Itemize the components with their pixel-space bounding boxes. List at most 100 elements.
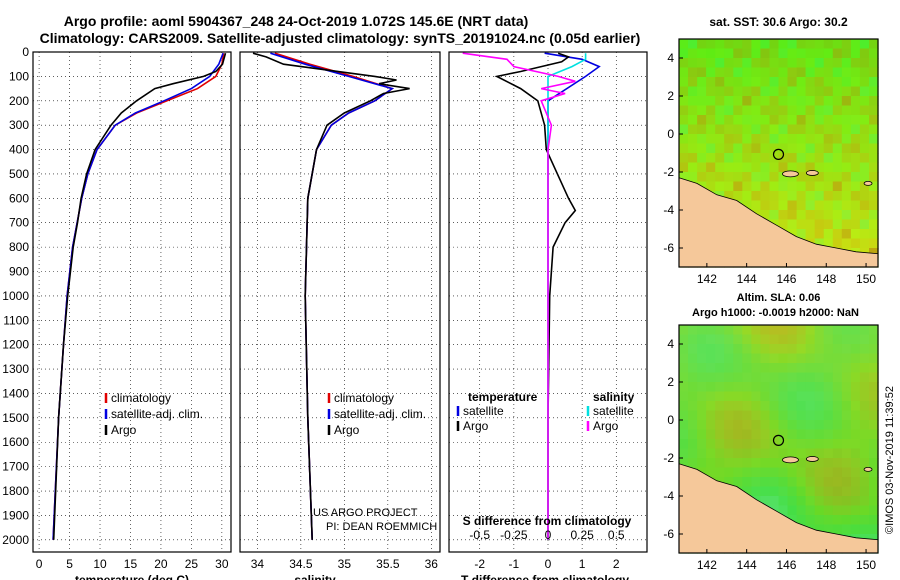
sst-map-cell — [841, 143, 852, 154]
sla-map-cell — [869, 353, 879, 364]
sst-map-cell — [751, 77, 761, 88]
sst-map-cell — [805, 105, 816, 116]
sst-map-cell — [859, 162, 870, 173]
sla-map-cell — [679, 372, 689, 383]
sla-map-cell — [760, 477, 770, 488]
sst-map-cell — [715, 48, 725, 59]
sst-map-cell — [742, 115, 752, 126]
sla-map-cell — [724, 410, 734, 421]
sla-map-cell — [751, 429, 761, 440]
sla-map-cell — [805, 429, 816, 440]
depth-ytick-label: 1000 — [2, 289, 29, 303]
sla-map-cell — [814, 420, 825, 431]
sst-map-cell — [679, 134, 689, 145]
sst-map-cell — [805, 134, 816, 145]
sla-map-cell — [724, 372, 734, 383]
sla-map-cell — [796, 448, 807, 459]
sla-map-cell — [733, 448, 743, 459]
sla-map-cell — [697, 382, 707, 393]
sla-map-cell — [787, 410, 798, 421]
diff-xtick-label: -2 — [474, 557, 485, 571]
sla-map-cell — [859, 391, 870, 402]
sla-map-ytick-label: -2 — [663, 451, 674, 465]
sst-map-ytick-label: -2 — [663, 165, 674, 179]
sst-map-cell — [751, 96, 761, 107]
sst-map-cell — [697, 67, 707, 78]
sst-map-cell — [778, 58, 789, 69]
sst-map-cell — [805, 77, 816, 88]
sla-map-cell — [850, 458, 861, 469]
diff-legend-sal-sat-label: satellite — [593, 404, 634, 418]
sla-map-cell — [869, 325, 879, 336]
sla-map-cell — [832, 344, 843, 355]
sla-map-cell — [733, 420, 743, 431]
sst-map-cell — [751, 86, 761, 97]
sla-map-cell — [832, 325, 843, 336]
sst-map-cell — [841, 200, 852, 211]
sla-map-cell — [814, 410, 825, 421]
sla-map-cell — [751, 467, 761, 478]
sla-map-cell — [859, 410, 870, 421]
sla-map-cell — [724, 439, 734, 450]
sst-map-cell — [760, 172, 770, 183]
sst-map-cell — [869, 238, 879, 249]
sla-map-cell — [814, 334, 825, 345]
sla-map-cell — [850, 486, 861, 497]
sla-map-cell — [760, 420, 770, 431]
diff-legend-sal-title: salinity — [593, 390, 635, 404]
sla-map-cell — [787, 372, 798, 383]
sst-map-xtick-label: 146 — [776, 272, 796, 286]
sst-map-cell — [787, 153, 798, 164]
sst-map-cell — [787, 219, 798, 230]
sla-map-cell — [850, 515, 861, 526]
sst-map-cell — [814, 134, 825, 145]
sal-xtick-label: 35 — [338, 557, 352, 571]
sla-map-cell — [706, 429, 716, 440]
sst-map-cell — [751, 191, 761, 202]
diff-s-tick-label: 0.25 — [570, 528, 594, 542]
sst-map-cell — [679, 96, 689, 107]
sst-map-cell — [787, 124, 798, 135]
sst-map-cell — [796, 172, 807, 183]
sla-map-cell — [805, 448, 816, 459]
sla-map-cell — [814, 391, 825, 402]
sla-map-cell — [832, 496, 843, 507]
sla-map-cell — [814, 486, 825, 497]
sla-map-cell — [733, 325, 743, 336]
sla-map-cell — [832, 429, 843, 440]
depth-ytick-label: 300 — [9, 118, 29, 132]
sst-map-cell — [688, 162, 698, 173]
sst-map-cell — [760, 67, 770, 78]
sla-map-cell — [715, 420, 725, 431]
sst-map-cell — [814, 96, 825, 107]
sst-map-cell — [796, 58, 807, 69]
sst-map-cell — [805, 162, 816, 173]
sst-map-cell — [706, 58, 716, 69]
sst-map-cell — [787, 143, 798, 154]
sla-map-cell — [706, 458, 716, 469]
sla-map-cell — [697, 401, 707, 412]
sla-map-cell — [832, 467, 843, 478]
sst-map-cell — [679, 86, 689, 97]
sst-map-cell — [814, 58, 825, 69]
sst-map-cell — [733, 96, 743, 107]
sst-map-cell — [733, 105, 743, 116]
sla-map-cell — [869, 486, 879, 497]
sla-map-cell — [841, 391, 852, 402]
sst-map-cell — [869, 200, 879, 211]
sst-map-cell — [859, 67, 870, 78]
sst-map-cell — [697, 134, 707, 145]
sla-map-cell — [796, 353, 807, 364]
sst-map-cell — [742, 86, 752, 97]
sla-map-cell — [760, 325, 770, 336]
sla-map-cell — [751, 448, 761, 459]
diff-legend-temp-title: temperature — [468, 390, 538, 404]
sla-map-cell — [859, 344, 870, 355]
depth-ytick-label: 900 — [9, 265, 29, 279]
sst-map-cell — [796, 200, 807, 211]
sst-map-cell — [715, 67, 725, 78]
sst-map-cell — [814, 200, 825, 211]
diff-xtick-label: 0 — [545, 557, 552, 571]
sst-map-cell — [688, 86, 698, 97]
sst-map-cell — [760, 115, 770, 126]
